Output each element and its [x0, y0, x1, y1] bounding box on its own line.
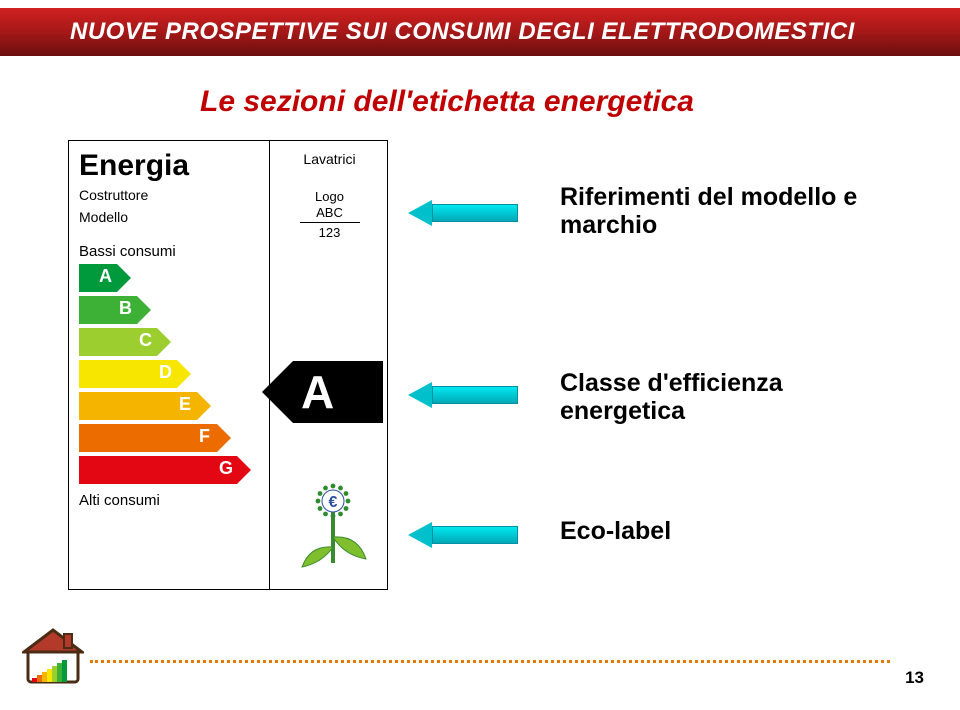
logo-line: 123 — [300, 222, 360, 241]
arrow-model-ref — [408, 200, 518, 226]
label-heading: Energia — [79, 149, 263, 183]
annotation-efficiency-class: Classe d'efficienza energetica — [560, 370, 783, 425]
logo-line: Logo — [300, 189, 360, 205]
efficiency-bar-letter: A — [99, 266, 112, 287]
logo-placeholder: Logo ABC 123 — [300, 189, 360, 241]
house-logo-icon — [22, 628, 84, 686]
annotation-model-ref: Riferimenti del modello e marchio — [560, 184, 920, 239]
efficiency-bar: G — [79, 456, 263, 484]
annotation-line: Classe d'efficienza — [560, 370, 783, 398]
subtitle: Le sezioni dell'etichetta energetica — [200, 85, 694, 119]
annotation-line: energetica — [560, 398, 783, 426]
efficiency-bar-letter: C — [139, 330, 152, 351]
efficiency-bar: B — [79, 296, 263, 324]
label-costruttore: Costruttore — [79, 187, 263, 203]
label-modello: Modello — [79, 209, 263, 225]
efficiency-bar-letter: B — [119, 298, 132, 319]
efficiency-class-badge: A — [262, 361, 392, 423]
efficiency-bar: F — [79, 424, 263, 452]
page-number: 13 — [905, 668, 924, 688]
efficiency-bar: C — [79, 328, 263, 356]
efficiency-bars: ABCDEFG — [79, 264, 263, 484]
efficiency-bar-letter: F — [199, 426, 210, 447]
ecolabel-icon: € — [298, 483, 368, 569]
efficiency-bar: E — [79, 392, 263, 420]
arrow-efficiency-class — [408, 382, 518, 408]
label-alti-consumi: Alti consumi — [79, 492, 263, 509]
label-bassi-consumi: Bassi consumi — [79, 243, 263, 260]
efficiency-bar: A — [79, 264, 263, 292]
efficiency-bar: D — [79, 360, 263, 388]
efficiency-class-letter: A — [293, 361, 383, 423]
logo-line: ABC — [300, 205, 360, 221]
energy-label-right: Lavatrici Logo ABC 123 A € — [269, 141, 389, 589]
energy-label: Energia Costruttore Modello Bassi consum… — [68, 140, 388, 590]
label-right-title: Lavatrici — [270, 151, 389, 167]
energy-label-left: Energia Costruttore Modello Bassi consum… — [69, 141, 269, 515]
arrow-ecolabel — [408, 522, 518, 548]
efficiency-bar-letter: G — [219, 458, 233, 479]
footer-rule — [90, 660, 890, 663]
annotation-ecolabel: Eco-label — [560, 518, 671, 546]
efficiency-bar-letter: E — [179, 394, 191, 415]
svg-text:€: € — [329, 494, 338, 511]
title-bar: NUOVE PROSPETTIVE SUI CONSUMI DEGLI ELET… — [0, 8, 960, 56]
efficiency-bar-letter: D — [159, 362, 172, 383]
page-title: NUOVE PROSPETTIVE SUI CONSUMI DEGLI ELET… — [70, 18, 855, 46]
